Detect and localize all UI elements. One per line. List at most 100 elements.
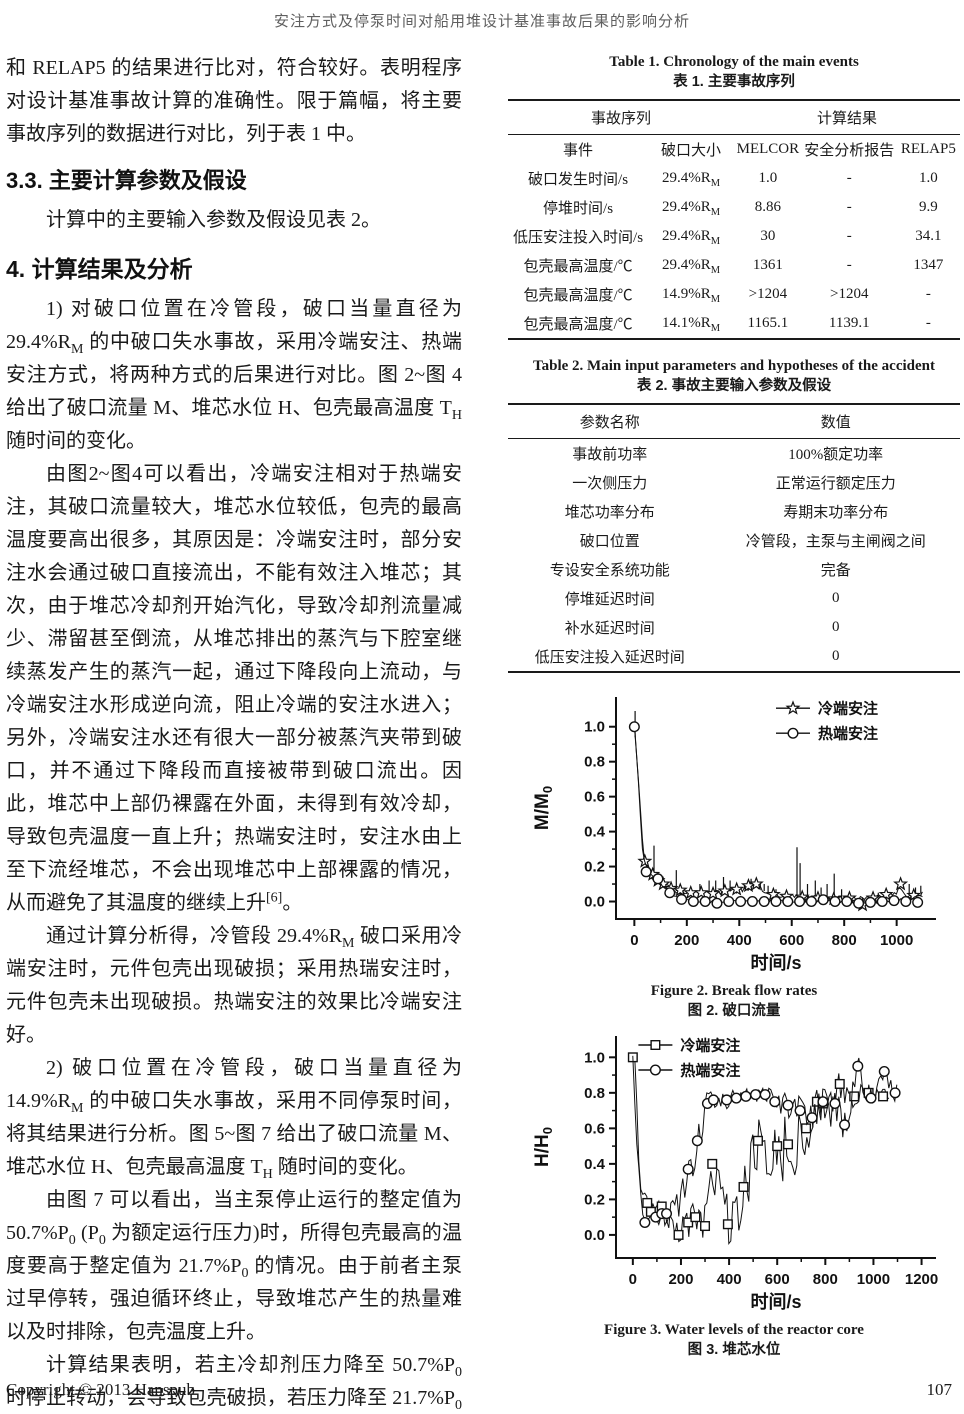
section-heading-4: 4. 计算结果及分析 [6, 256, 193, 282]
table-2-caption-cn: 表 2. 事故主要输入参数及假设 [636, 378, 832, 394]
series-1-markers [628, 721, 924, 909]
svg-text:0: 0 [629, 1271, 637, 1288]
svg-text:1.0: 1.0 [584, 1049, 605, 1066]
table-cell: 包壳最高温度/℃ [523, 317, 633, 333]
table-cell: 寿期末功率分布 [783, 505, 889, 521]
table-row: 破口发生时间/s 29.4%RM 1.0 - 1.0 [508, 164, 960, 193]
svg-text:200: 200 [668, 1271, 693, 1288]
series-0-line [633, 723, 923, 902]
table-row: 停堆时间/s 29.4%RM 8.86 - 9.9 [508, 193, 960, 222]
axes: 0 200 400 600 800 1000 0.0 0.2 0.4 0.6 0.8 1.0 [584, 697, 936, 949]
svg-text:热端安注: 热端安注 [818, 725, 878, 743]
table-cell: 低压安注投入延迟时间 [534, 650, 685, 666]
table-cell: 1.0 [758, 170, 778, 186]
svg-text:1000: 1000 [857, 1271, 890, 1288]
svg-text:1200: 1200 [905, 1271, 938, 1288]
table-1-caption-cn: 表 1. 主要事故序列 [673, 74, 795, 90]
svg-text:0.8: 0.8 [584, 1085, 605, 1102]
table-column-header: RELAP5 [900, 141, 956, 157]
table-cell: 补水延迟时间 [564, 621, 655, 637]
svg-text:0.4: 0.4 [584, 1156, 606, 1173]
svg-text:800: 800 [813, 1271, 838, 1288]
svg-text:冷端安注: 冷端安注 [818, 700, 878, 718]
paragraph-case1: 1) 对破口位置在冷管段，破口当量直径为 29.4%RM 的中破口失水事故，采用… [6, 298, 462, 452]
table-row: 低压安注投入延迟时间 0 [508, 642, 960, 672]
table-column-header: 安全分析报告 [804, 143, 895, 159]
svg-text:400: 400 [717, 1271, 742, 1288]
svg-text:1000: 1000 [880, 932, 913, 949]
svg-text:1.0: 1.0 [584, 719, 605, 736]
table-column-header: 参数名称 [508, 404, 712, 439]
table-cell: 破口发生时间/s [528, 172, 629, 188]
y-axis-title: H/H0 [532, 1127, 555, 1167]
table-cell: 专设安全系统功能 [549, 563, 670, 579]
table-cell: 29.4%RM [662, 228, 721, 247]
svg-text:0.2: 0.2 [584, 859, 605, 876]
figure-3-chart: 0 200 400 600 800 1000 1200 0.0 0.2 0.4 0.6 0.8 1.0 时… [532, 1036, 938, 1312]
table-cell: 冷管段，主泵与主闸阀之间 [745, 534, 926, 550]
table-row: 包壳最高温度/℃ 14.1%RM 1165.1 1139.1 - [508, 309, 960, 339]
table-cell: 8.86 [754, 199, 781, 215]
table-cell: 29.4%RM [662, 170, 721, 189]
table-cell: 停堆延迟时间 [564, 592, 655, 608]
svg-text:0.0: 0.0 [584, 1227, 605, 1244]
table-2-block: Table 2. Main input parameters and hypot… [508, 356, 960, 673]
series-0-spikes [653, 845, 922, 898]
table-cell: 低压安注投入时间/s [513, 230, 644, 246]
figure-2-block: 0 200 400 600 800 1000 0.0 0.2 0.4 0.6 0.8 1.0 时间/s M… [508, 689, 960, 1021]
table-cell: - [925, 315, 931, 331]
svg-text:0.8: 0.8 [584, 754, 605, 771]
table-1-caption-en: Table 1. Chronology of the main events [609, 54, 859, 70]
series-1-line [633, 726, 923, 904]
table-cell: 1165.1 [747, 315, 789, 331]
table-cell: 完备 [820, 563, 851, 579]
svg-text:冷端安注: 冷端安注 [680, 1037, 740, 1055]
table-cell: 14.1%RM [662, 315, 721, 334]
svg-text:200: 200 [674, 932, 699, 949]
table-cell: 包壳最高温度/℃ [523, 288, 633, 304]
table-cell: 30 [760, 228, 776, 244]
table-1-block: Table 1. Chronology of the main events 表… [508, 52, 960, 340]
x-axis-title: 时间/s [750, 953, 801, 973]
svg-text:400: 400 [727, 932, 752, 949]
table-header-row: 参数名称 数值 [508, 404, 960, 439]
svg-text:0.6: 0.6 [584, 789, 605, 806]
table-cell: 堆芯功率分布 [564, 505, 655, 521]
table-cell: 0 [831, 619, 840, 635]
table-cell: 1.0 [918, 170, 938, 186]
svg-text:0.6: 0.6 [584, 1120, 605, 1137]
figure-3-block: 0 200 400 600 800 1000 1200 0.0 0.2 0.4 0.6 0.8 1.0 时… [508, 1028, 960, 1360]
svg-text:0.4: 0.4 [584, 824, 606, 841]
table-column-header: 事件 [563, 143, 594, 159]
paragraph-analysis2: 由图 7 可以看出，当主泵停止运行的整定值为 50.7%P0 (P0 为额定运行… [6, 1189, 462, 1343]
svg-text:0.2: 0.2 [584, 1191, 605, 1208]
table-cell: >1204 [830, 286, 869, 302]
paragraph-case2: 2) 破口位置在冷管段，破口当量直径为 14.9%RM 的中破口失水事故，采用不… [6, 1057, 462, 1182]
table-2-caption-en: Table 2. Main input parameters and hypot… [533, 358, 935, 374]
figure-2-chart: 0 200 400 600 800 1000 0.0 0.2 0.4 0.6 0.8 1.0 时间/s M… [532, 697, 936, 973]
table-cell: >1204 [748, 286, 788, 302]
table-cell: 一次侧压力 [572, 476, 648, 492]
table-cell: 停堆时间/s [543, 201, 614, 217]
table-row: 破口位置 冷管段，主泵与主闸阀之间 [508, 526, 960, 555]
running-head-title: 安注方式及停泵时间对船用堆设计基准事故后果的影响分析 [273, 14, 690, 30]
table-cell: 29.4%RM [662, 199, 721, 218]
table-cell: 正常运行额定压力 [775, 476, 896, 492]
table-cell: 9.9 [918, 199, 938, 215]
paragraph-conclusion1: 通过计算分析得，冷管段 29.4%RM 破口采用冷端安注时，元件包壳出现破损；采… [6, 925, 463, 1046]
figure-3-caption-cn: 图 3. 堆芯水位 [687, 1342, 781, 1358]
figure-2-captions: Figure 2. Break flow rates 图 2. 破口流量 [508, 981, 960, 1021]
table-cell: 事故前功率 [572, 447, 648, 463]
paragraph-analysis1: 由图2~图4可以看出，冷端安注相对于热端安注，其破口流量较大，堆芯水位较低，包壳… [6, 463, 462, 914]
paragraph-continuation: 和 RELAP5 的结果进行比对，符合较好。表明程序对设计基准事故计算的准确性。… [6, 57, 462, 145]
table-group-header-cell: 事故序列 [508, 100, 734, 135]
table-row: 事故前功率 100%额定功率 [508, 439, 960, 469]
table-cell: 29.4%RM [662, 257, 721, 276]
svg-text:800: 800 [832, 932, 857, 949]
table-column-header: 破口大小 [661, 143, 722, 159]
left-column: 和 RELAP5 的结果进行比对，符合较好。表明程序对设计基准事故计算的准确性。… [6, 52, 462, 1414]
table-cell: 34.1 [915, 228, 942, 244]
table-row: 堆芯功率分布 寿期末功率分布 [508, 497, 960, 526]
